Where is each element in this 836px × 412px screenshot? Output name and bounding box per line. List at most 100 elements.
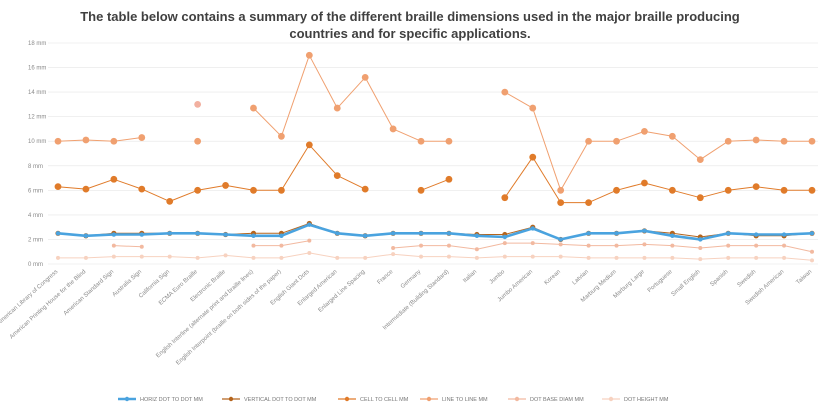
data-point (502, 234, 508, 240)
x-tick-label: Swedish (737, 269, 758, 289)
data-point (670, 233, 675, 238)
data-point (614, 243, 619, 248)
legend-marker (228, 396, 234, 402)
data-point (139, 254, 144, 259)
data-point (780, 186, 788, 194)
data-point (335, 255, 340, 260)
data-point (585, 137, 592, 145)
data-point (167, 254, 172, 259)
data-point (419, 254, 424, 259)
series-line (57, 223, 813, 241)
data-point (251, 243, 256, 248)
data-point (613, 137, 620, 145)
x-tick-label: Italian (462, 269, 478, 284)
data-point (668, 186, 676, 194)
data-point (307, 238, 312, 243)
data-point (418, 231, 424, 236)
data-point (614, 255, 619, 260)
data-point (530, 254, 535, 259)
data-point (668, 132, 676, 140)
legend-marker (124, 396, 130, 402)
legend-marker (426, 396, 432, 402)
data-point (223, 253, 228, 258)
data-point (307, 250, 312, 255)
data-point (419, 243, 424, 248)
data-point (696, 156, 704, 164)
data-point (195, 255, 200, 260)
legend-label: LINE TO LINE MM (442, 397, 488, 403)
data-point (194, 100, 202, 108)
data-point (698, 246, 703, 251)
data-point (222, 182, 229, 189)
data-point (110, 175, 118, 183)
data-point (111, 243, 116, 248)
data-point (110, 137, 118, 145)
x-tick-label: Portuguese (647, 269, 674, 294)
data-point (417, 186, 425, 194)
y-tick-label: 18 mm (28, 41, 46, 47)
data-point (558, 254, 563, 259)
data-point (362, 233, 368, 238)
data-point (305, 141, 313, 149)
data-point (586, 243, 591, 248)
chart-title: The table below contains a summary of th… (80, 9, 740, 41)
y-tick-label: 12 mm (28, 115, 46, 121)
data-point (474, 255, 479, 260)
data-point (138, 134, 146, 141)
data-point (54, 137, 62, 145)
legend-label: DOT BASE DIAM MM (530, 397, 584, 403)
data-point (194, 137, 202, 145)
data-point (642, 228, 647, 234)
data-point (391, 246, 396, 251)
data-point (753, 232, 759, 237)
data-point (724, 137, 732, 145)
data-point (558, 237, 563, 242)
data-point (54, 183, 62, 191)
x-tick-label: Jumbo (489, 269, 507, 286)
data-point (391, 252, 396, 257)
data-point (585, 199, 592, 207)
legend-label: VERTICAL DOT TO DOT MM (244, 397, 317, 403)
data-point (724, 186, 732, 194)
y-tick-label: 0 mm (28, 262, 43, 268)
legend-marker (608, 396, 614, 402)
data-point (808, 137, 816, 145)
data-point (279, 255, 284, 260)
data-point (642, 242, 647, 247)
y-tick-label: 16 mm (28, 66, 46, 72)
data-point (445, 137, 453, 145)
data-point (446, 231, 452, 236)
data-point (307, 222, 312, 227)
data-point (361, 73, 369, 81)
x-tick-label: Small English (671, 269, 702, 298)
x-tick-label: Latvian (572, 269, 590, 286)
data-point (641, 179, 648, 187)
data-point (83, 233, 89, 238)
data-point (810, 249, 814, 254)
legend-label: DOT HEIGHT MM (624, 397, 669, 403)
x-tick-label: Enlarged Line Spacing (318, 269, 367, 314)
legend-marker (514, 396, 520, 402)
y-tick-label: 2 mm (28, 237, 43, 243)
data-point (333, 104, 341, 112)
data-point (278, 132, 285, 140)
series-line (113, 245, 142, 248)
x-tick-label: France (377, 269, 395, 286)
data-point (417, 137, 425, 145)
y-tick-label: 6 mm (28, 188, 43, 194)
data-point (501, 88, 509, 96)
legend-label: HORIZ DOT TO DOT MM (140, 397, 203, 403)
data-point (278, 186, 285, 194)
data-point (250, 104, 257, 112)
data-point (501, 194, 509, 202)
data-point (474, 247, 479, 252)
data-point (782, 255, 787, 260)
data-point (698, 257, 703, 262)
data-point (138, 185, 146, 193)
data-point (754, 243, 759, 248)
data-point (111, 232, 117, 237)
data-point (445, 175, 453, 183)
data-point (642, 255, 647, 260)
